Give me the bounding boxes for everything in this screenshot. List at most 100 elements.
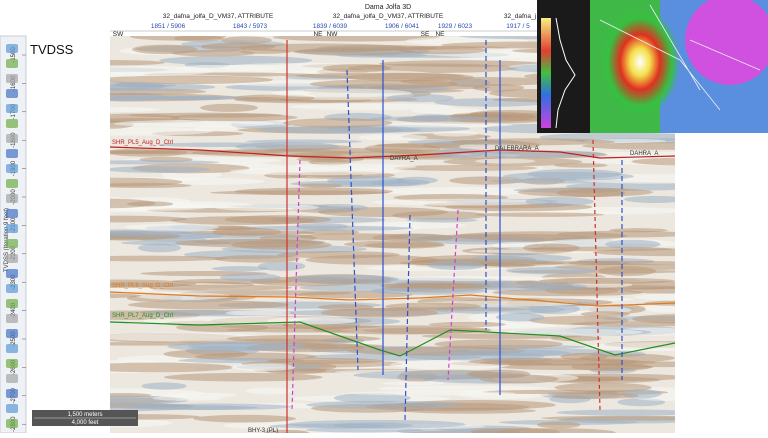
reflector	[470, 427, 560, 433]
reflector	[643, 304, 675, 313]
reflector	[401, 407, 537, 414]
reflector	[271, 88, 412, 98]
tool-icon[interactable]	[6, 254, 18, 263]
reflector	[506, 266, 598, 275]
reflector	[384, 302, 481, 310]
reflector	[556, 409, 675, 416]
trace-label: 1917 / 5	[506, 23, 530, 30]
reflector	[593, 151, 675, 157]
reflector	[281, 163, 417, 171]
reflector	[471, 254, 573, 263]
reflector	[447, 349, 570, 357]
depth-tick: -2300	[11, 274, 17, 290]
well-label: DAHRA_A	[630, 151, 658, 157]
reflector	[110, 198, 156, 209]
reflector	[370, 286, 487, 295]
tool-icon[interactable]	[6, 89, 18, 98]
direction-label: NE	[313, 31, 323, 38]
tool-icon[interactable]	[6, 59, 18, 68]
tool-icon[interactable]	[6, 119, 18, 128]
map-lines	[599, 4, 761, 111]
reflector	[605, 239, 661, 249]
reflector	[320, 307, 439, 318]
reflector	[306, 400, 462, 409]
tool-icon[interactable]	[6, 314, 18, 323]
reflector	[110, 75, 274, 85]
reflector	[110, 107, 161, 113]
reflector	[554, 163, 608, 168]
reflector	[169, 113, 298, 122]
tool-icon[interactable]	[6, 194, 18, 203]
axis-big-label: TVDSS	[30, 42, 74, 57]
reflector	[110, 279, 197, 289]
reflector	[110, 229, 192, 236]
reflector	[193, 414, 297, 423]
reflector	[525, 196, 594, 207]
reflector	[120, 405, 259, 410]
reflector	[386, 94, 455, 103]
reflector	[152, 395, 224, 401]
reflector	[322, 64, 392, 73]
horizon-label: SHR_PL5_Aug_D_Ctrl	[112, 140, 173, 146]
tool-icon[interactable]	[6, 104, 18, 113]
reflector	[469, 109, 554, 118]
reflector	[113, 119, 275, 128]
reflector	[110, 293, 142, 299]
reflector	[581, 142, 675, 150]
trace-label: 1839 / 6039	[313, 23, 348, 30]
reflector	[536, 421, 581, 429]
trace-label: 1851 / 5906	[151, 23, 186, 30]
reflector	[624, 195, 675, 203]
reflector	[472, 282, 588, 292]
reflector	[110, 149, 284, 155]
tool-icon[interactable]	[6, 374, 18, 383]
reflector	[539, 277, 675, 284]
tool-icon[interactable]	[6, 179, 18, 188]
reflector	[479, 359, 657, 366]
section-label: 32_dafna_jolfa_D_VM37, ATTRIBUTE	[333, 13, 444, 20]
reflector	[567, 260, 630, 266]
reflector	[234, 187, 393, 196]
tool-icon[interactable]	[6, 44, 18, 53]
tool-icon[interactable]	[6, 164, 18, 173]
tool-icon[interactable]	[6, 299, 18, 308]
depth-tick: -1600	[11, 75, 17, 91]
reflector	[541, 415, 675, 421]
tool-icon[interactable]	[6, 239, 18, 248]
reflector	[332, 422, 413, 429]
reflector	[298, 183, 343, 188]
reflector	[157, 142, 286, 148]
tool-icon[interactable]	[6, 134, 18, 143]
direction-label: SW	[113, 31, 124, 38]
reflector	[406, 218, 478, 223]
tool-icon[interactable]	[6, 359, 18, 368]
reflector	[110, 60, 165, 66]
section-label: 32_dafna_j	[504, 13, 536, 20]
tool-icon[interactable]	[6, 329, 18, 338]
reflector	[622, 287, 675, 294]
reflector	[167, 341, 305, 352]
reflector	[556, 230, 675, 238]
horizon-label: SHR_PL7_Aug_D_Ctrl	[112, 313, 173, 319]
reflector	[580, 311, 630, 318]
tool-icon[interactable]	[6, 269, 18, 278]
reflector	[432, 130, 478, 137]
tool-icon[interactable]	[6, 344, 18, 353]
tool-icon[interactable]	[6, 149, 18, 158]
reflector	[110, 332, 263, 342]
direction-label: NW	[327, 31, 339, 38]
well-label: DALEBRARA_A	[495, 146, 539, 152]
well-path	[346, 69, 359, 371]
reflector	[295, 72, 465, 80]
tool-icon[interactable]	[6, 209, 18, 218]
tool-icon[interactable]	[6, 404, 18, 413]
reflector	[343, 240, 444, 248]
reflector	[171, 50, 256, 57]
tool-icon[interactable]	[6, 419, 18, 428]
tool-icon[interactable]	[6, 389, 18, 398]
tool-icon[interactable]	[6, 74, 18, 83]
tool-icon[interactable]	[6, 284, 18, 293]
tool-icon[interactable]	[6, 224, 18, 233]
reflector	[551, 392, 640, 399]
reflector	[299, 233, 411, 241]
